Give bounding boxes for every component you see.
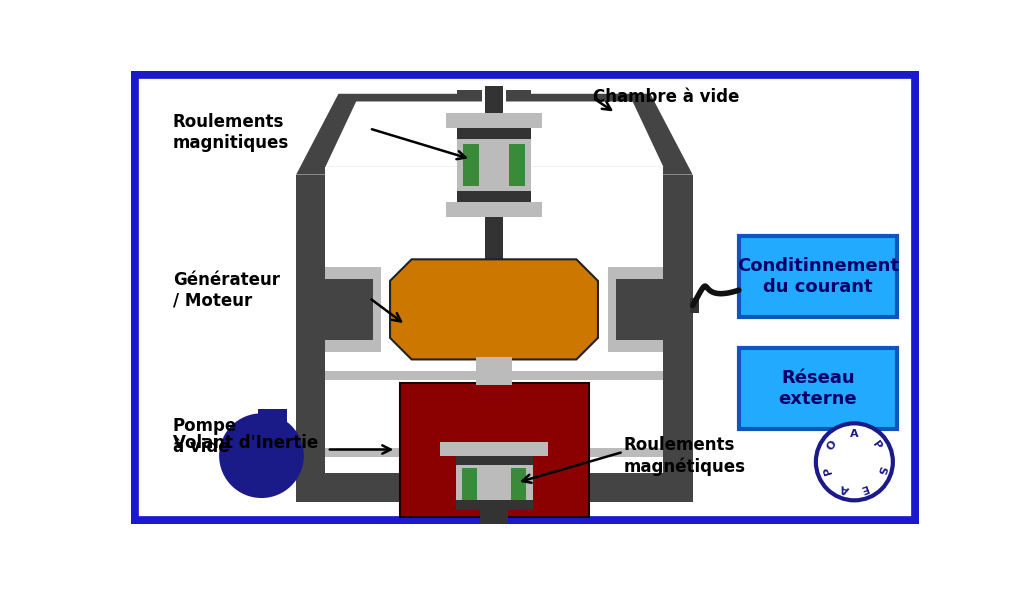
FancyBboxPatch shape	[457, 191, 531, 201]
FancyBboxPatch shape	[484, 86, 503, 506]
Text: Roulements
magnitiques: Roulements magnitiques	[173, 113, 289, 152]
FancyBboxPatch shape	[476, 371, 512, 385]
FancyBboxPatch shape	[608, 267, 664, 352]
FancyBboxPatch shape	[739, 348, 897, 429]
Text: Volant d'Inertie: Volant d'Inertie	[173, 434, 318, 452]
FancyBboxPatch shape	[400, 382, 589, 517]
FancyBboxPatch shape	[326, 279, 373, 340]
Polygon shape	[390, 259, 598, 359]
FancyBboxPatch shape	[456, 456, 532, 465]
FancyBboxPatch shape	[446, 201, 542, 217]
FancyBboxPatch shape	[462, 468, 477, 500]
Text: Réseau
externe: Réseau externe	[778, 369, 857, 408]
FancyBboxPatch shape	[440, 442, 548, 456]
FancyBboxPatch shape	[509, 144, 524, 186]
FancyBboxPatch shape	[456, 500, 532, 509]
FancyBboxPatch shape	[456, 456, 532, 509]
FancyBboxPatch shape	[615, 279, 664, 340]
Text: P: P	[822, 465, 834, 475]
Circle shape	[219, 413, 304, 498]
Text: Conditinnement
du courant: Conditinnement du courant	[737, 257, 899, 296]
Text: S: S	[874, 465, 887, 475]
Polygon shape	[296, 94, 692, 174]
FancyBboxPatch shape	[258, 409, 287, 426]
Text: Générateur
/ Moteur: Générateur / Moteur	[173, 271, 280, 310]
FancyBboxPatch shape	[476, 357, 512, 371]
Circle shape	[816, 423, 893, 500]
FancyBboxPatch shape	[296, 174, 692, 502]
Text: Roulements
magnétiques: Roulements magnétiques	[624, 436, 745, 476]
FancyBboxPatch shape	[326, 371, 664, 380]
FancyBboxPatch shape	[480, 509, 508, 525]
Text: A: A	[839, 482, 851, 494]
Polygon shape	[326, 101, 664, 167]
FancyBboxPatch shape	[511, 468, 526, 500]
FancyBboxPatch shape	[463, 144, 478, 186]
FancyBboxPatch shape	[446, 113, 542, 128]
FancyBboxPatch shape	[457, 90, 531, 178]
FancyBboxPatch shape	[457, 128, 531, 139]
Text: Chambre à vide: Chambre à vide	[593, 88, 739, 105]
FancyBboxPatch shape	[134, 74, 915, 521]
FancyBboxPatch shape	[739, 236, 897, 317]
Text: A: A	[850, 429, 859, 439]
FancyBboxPatch shape	[326, 448, 664, 457]
Text: E: E	[858, 482, 869, 494]
FancyBboxPatch shape	[457, 128, 531, 201]
Text: Pompe
à vide: Pompe à vide	[173, 417, 238, 456]
Text: P: P	[870, 439, 883, 452]
FancyBboxPatch shape	[326, 267, 381, 352]
FancyBboxPatch shape	[689, 298, 698, 313]
Text: O: O	[825, 439, 839, 452]
FancyBboxPatch shape	[326, 167, 664, 472]
FancyBboxPatch shape	[481, 86, 506, 167]
